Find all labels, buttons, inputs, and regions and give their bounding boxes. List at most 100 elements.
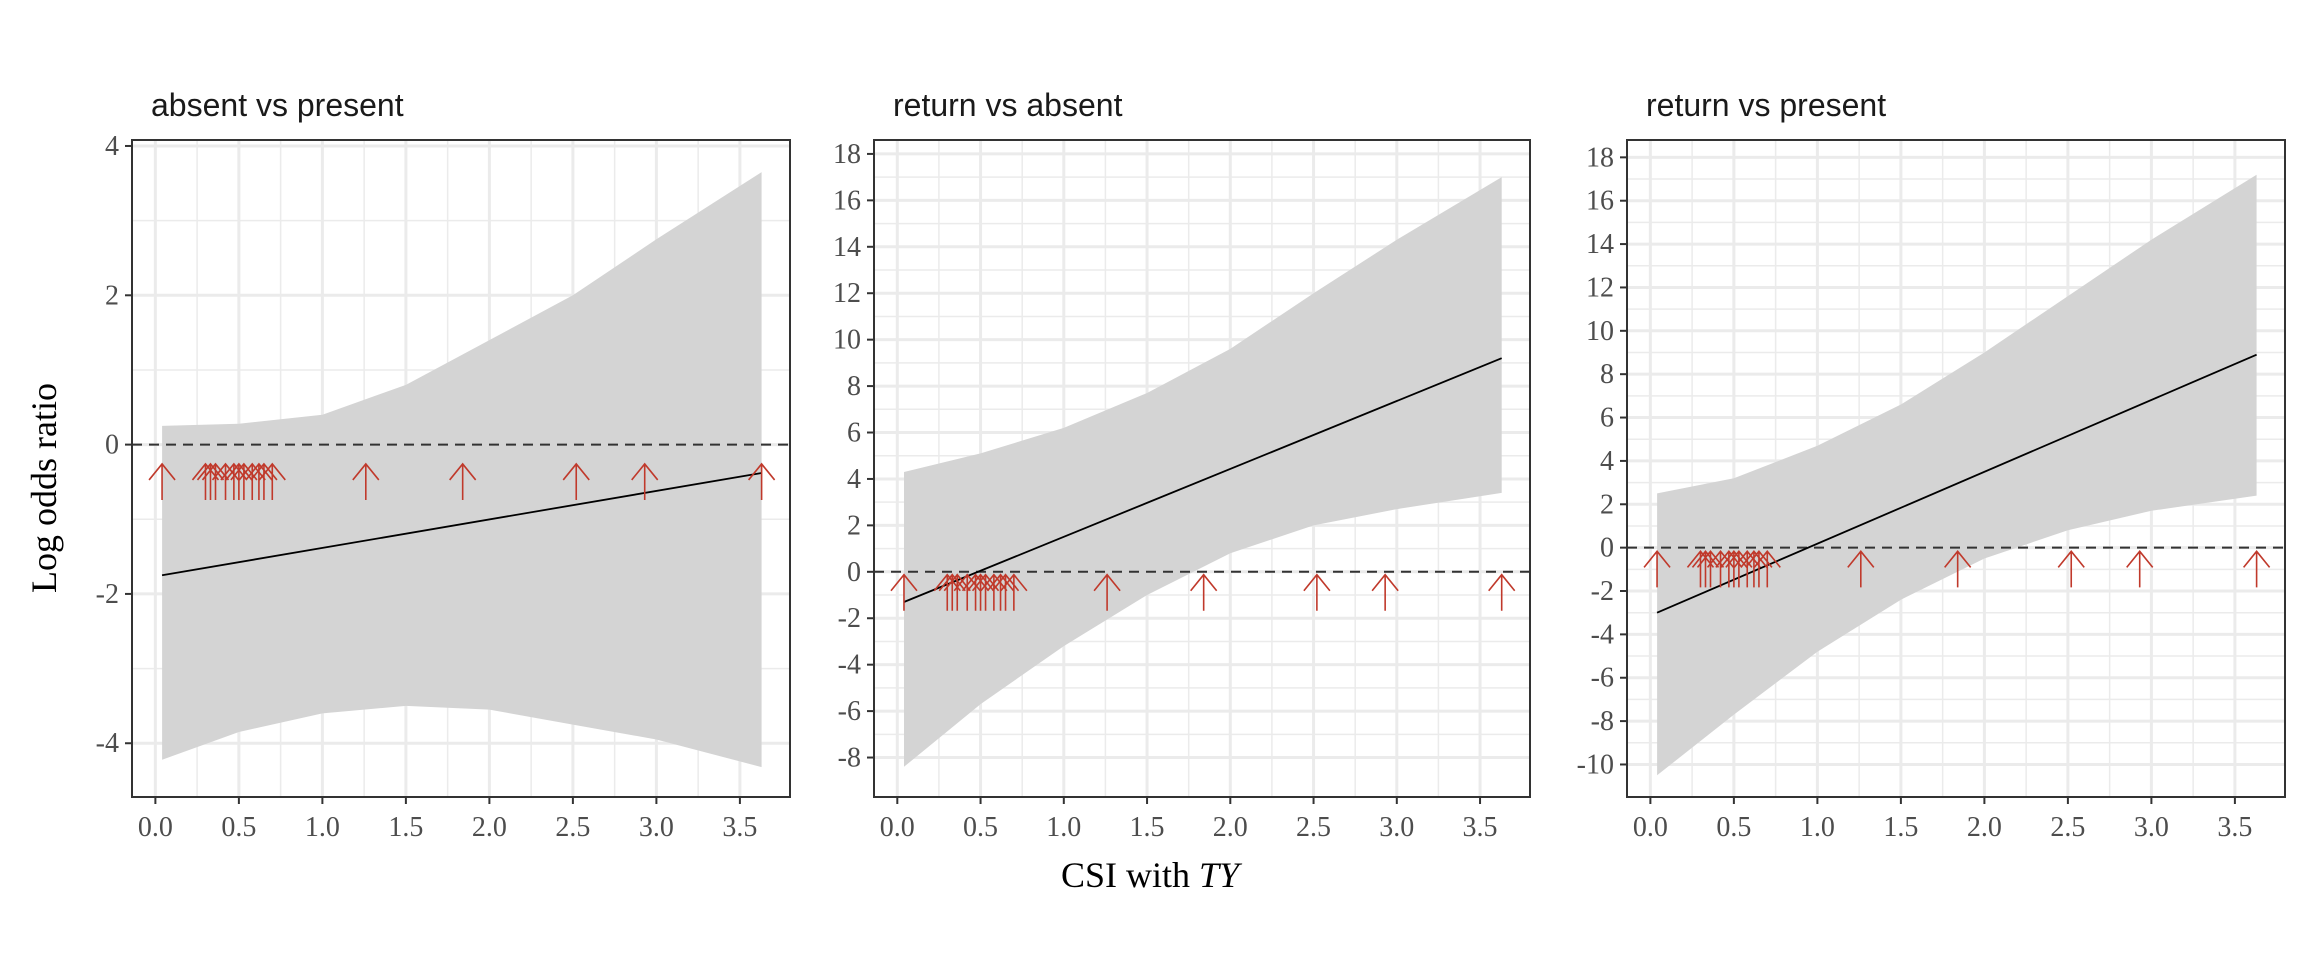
rug-arrow <box>1847 550 1875 588</box>
x-tick-label: 3.5 <box>2217 812 2252 843</box>
y-tick-label: 0 <box>1600 533 1614 564</box>
x-tick-label: 0.5 <box>221 812 256 843</box>
y-tick-label: 10 <box>833 325 861 356</box>
y-tick-label: -4 <box>1591 619 1614 650</box>
fit-line <box>903 357 1503 603</box>
rug-arrow <box>1753 550 1781 588</box>
y-tick-label: 0 <box>105 430 119 461</box>
x-tick-label: 1.5 <box>388 812 423 843</box>
y-tick-label: 6 <box>847 418 861 449</box>
rug-arrow <box>1733 550 1761 588</box>
y-tick-label: 8 <box>847 371 861 402</box>
y-tick-label: 4 <box>105 131 119 162</box>
x-tick-label: 0.5 <box>1716 812 1751 843</box>
x-tick-label: 2.0 <box>1213 812 1248 843</box>
x-tick-label: 2.5 <box>1296 812 1331 843</box>
x-tick-label: 1.0 <box>1046 812 1081 843</box>
y-tick-label: 8 <box>1600 359 1614 390</box>
x-tick-label: 0.0 <box>138 812 173 843</box>
y-tick-label: 12 <box>1586 272 1614 303</box>
fit-line <box>1656 353 2257 614</box>
rug-arrow <box>1371 573 1399 611</box>
y-tick-label: -8 <box>838 743 861 774</box>
rug-arrow <box>1944 550 1972 588</box>
confidence-ribbon <box>904 177 1502 767</box>
x-tick-label: 1.0 <box>305 812 340 843</box>
x-tick-label: 2.0 <box>1967 812 2002 843</box>
x-tick-label: 2.0 <box>472 812 507 843</box>
y-tick-label: 14 <box>1586 229 1614 260</box>
y-tick-label: 0 <box>847 557 861 588</box>
y-tick-label: 18 <box>833 139 861 170</box>
rug-arrow <box>562 462 590 500</box>
panels: absent vs present 0.0 0.5 1.0 1.5 2.0 2.5 3.0 3.… <box>96 87 2286 843</box>
y-tick-label: -2 <box>838 603 861 634</box>
y-tick-label: 14 <box>833 232 861 263</box>
y-tick-label: -8 <box>1591 706 1614 737</box>
y-tick-label: 2 <box>847 510 861 541</box>
x-tick-label: 1.5 <box>1883 812 1918 843</box>
fit-line <box>161 472 762 577</box>
rug-arrow <box>449 462 477 500</box>
rug-arrow <box>2057 550 2085 588</box>
x-tick-label: 2.5 <box>2050 812 2085 843</box>
x-tick-label: 0.5 <box>963 812 998 843</box>
rug-arrow <box>148 462 176 500</box>
rug-arrow <box>238 462 266 500</box>
y-tick-label: -4 <box>838 650 861 681</box>
y-tick-label: 12 <box>833 278 861 309</box>
y-tick-label: 4 <box>847 464 861 495</box>
rug-arrow <box>201 462 230 500</box>
panel-border <box>131 139 791 798</box>
y-tick-label: -4 <box>96 728 119 759</box>
x-tick-label: 3.5 <box>1463 812 1498 843</box>
panel-title: return vs present <box>1646 87 1886 123</box>
rug-arrow <box>1488 573 1516 611</box>
panel-1: absent vs present 0.0 0.5 1.0 1.5 2.0 2.5 3.0 3.… <box>96 87 791 843</box>
y-tick-label: -2 <box>96 579 119 610</box>
panel-title: absent vs present <box>151 87 404 123</box>
y-tick-label: 2 <box>1600 489 1614 520</box>
y-tick-label: 6 <box>1600 403 1614 434</box>
y-tick-label: -10 <box>1577 749 1614 780</box>
rug-arrow <box>1000 573 1028 611</box>
x-axis-label-italic: TY <box>1199 855 1243 895</box>
confidence-ribbon <box>1657 174 2257 776</box>
rug-arrow <box>1190 573 1218 611</box>
x-tick-label: 1.5 <box>1130 812 1165 843</box>
x-tick-label: 1.0 <box>1800 812 1835 843</box>
y-tick-label: 2 <box>105 280 119 311</box>
y-tick-label: 10 <box>1586 316 1614 347</box>
rug-arrow <box>258 462 286 500</box>
x-tick-label: 3.5 <box>722 812 757 843</box>
x-axis-label-prefix: CSI with <box>1061 855 1199 895</box>
rug-arrow <box>1303 573 1331 611</box>
y-tick-label: 16 <box>1586 186 1614 217</box>
x-tick-label: 3.0 <box>639 812 674 843</box>
panel-title: return vs absent <box>893 87 1123 123</box>
y-tick-label: -6 <box>1591 663 1614 694</box>
y-tick-label: 16 <box>833 185 861 216</box>
rug-arrow <box>1093 573 1121 611</box>
panel-2: return vs absent 0.0 0.5 1.0 1.5 2.0 2.5 3.0 3.5… <box>833 87 1531 843</box>
rug-arrow <box>890 573 918 611</box>
rug-arrow <box>1696 550 1725 588</box>
panel-3: return vs present 0.0 0.5 1.0 1.5 2.0 2.5 3.0 3.… <box>1577 87 2286 843</box>
y-tick-label: 18 <box>1586 142 1614 173</box>
rug-arrow <box>1643 550 1671 588</box>
x-tick-label: 2.5 <box>555 812 590 843</box>
x-tick-label: 0.0 <box>880 812 915 843</box>
rug-arrow <box>980 573 1008 611</box>
y-tick-label: -6 <box>838 696 861 727</box>
rug-arrow <box>352 462 380 500</box>
confidence-ribbon <box>162 172 762 768</box>
rug-arrow <box>2242 550 2271 588</box>
y-tick-label: -2 <box>1591 576 1614 607</box>
x-tick-label: 3.0 <box>2134 812 2169 843</box>
x-tick-label: 0.0 <box>1633 812 1668 843</box>
x-axis-label: CSI with TY <box>1061 855 1243 895</box>
rug-arrow <box>2126 550 2154 588</box>
rug-arrow <box>631 462 659 500</box>
y-tick-label: 4 <box>1600 446 1614 477</box>
